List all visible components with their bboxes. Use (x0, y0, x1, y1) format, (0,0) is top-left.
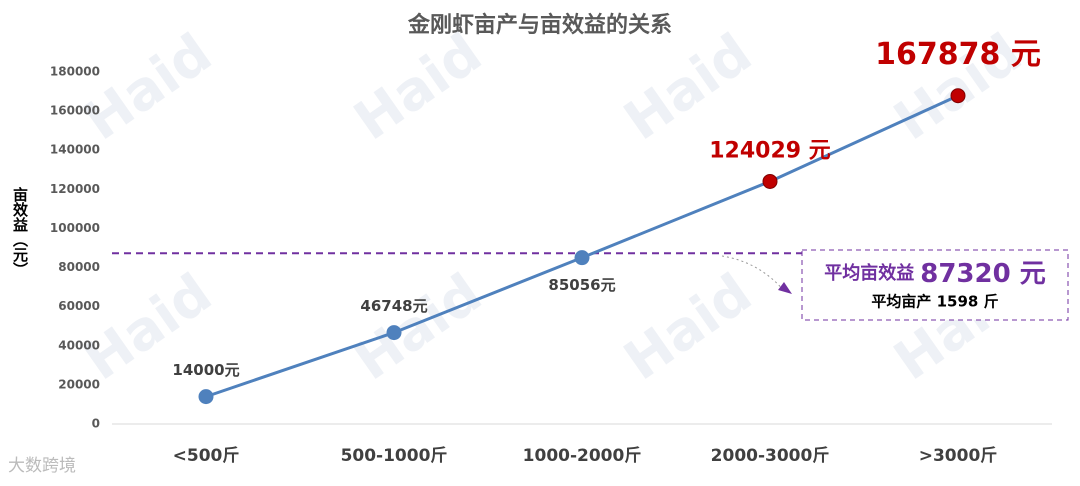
value-label: 85056元 (548, 276, 615, 294)
value-label: 14000元 (172, 361, 239, 379)
y-tick-label: 20000 (58, 377, 100, 391)
average-value: 87320 元 (920, 259, 1046, 289)
y-tick-label: 40000 (58, 338, 100, 352)
value-label: 124029 元 (709, 138, 831, 163)
average-yield: 平均亩产 1598 斤 (871, 293, 998, 311)
y-tick-label: 100000 (50, 221, 100, 235)
y-tick-label: 160000 (50, 104, 100, 118)
annotation-box (801, 249, 1069, 321)
watermark: Haid (343, 261, 493, 392)
x-tick-label: 2000-3000斤 (711, 446, 830, 466)
point (198, 389, 214, 405)
y-tick-label: 60000 (58, 299, 100, 313)
value-label: 46748元 (360, 297, 427, 315)
point (762, 173, 778, 189)
point (574, 250, 590, 266)
arrow-head (778, 282, 792, 294)
chart-title: 金刚虾亩产与亩效益的关系 (407, 12, 672, 38)
y-tick-label: 180000 (50, 65, 100, 79)
watermark: Haid (73, 21, 223, 152)
y-tick-label: 140000 (50, 143, 100, 157)
y-tick-label: 120000 (50, 182, 100, 196)
point (950, 88, 966, 104)
average-label: 平均亩效益 87320 元 (824, 259, 1046, 289)
annotation-arrow (721, 255, 786, 293)
watermark: Haid (613, 21, 763, 152)
value-label: 167878 元 (875, 37, 1041, 72)
watermark: Haid (343, 21, 493, 152)
x-tick-label: >3000斤 (919, 446, 998, 466)
x-tick-label: <500斤 (173, 446, 240, 466)
y-axis-label: 亩效益（元） (11, 186, 29, 277)
x-tick-label: 1000-2000斤 (523, 446, 642, 466)
watermark: Haid (613, 261, 763, 392)
average-prefix: 平均亩效益 (824, 262, 914, 284)
y-tick-label: 0 (92, 417, 100, 431)
line (205, 94, 959, 399)
point (386, 325, 402, 341)
source: 大数跨境 (8, 456, 76, 476)
y-tick-label: 80000 (58, 260, 100, 274)
x-tick-label: 500-1000斤 (341, 446, 448, 466)
